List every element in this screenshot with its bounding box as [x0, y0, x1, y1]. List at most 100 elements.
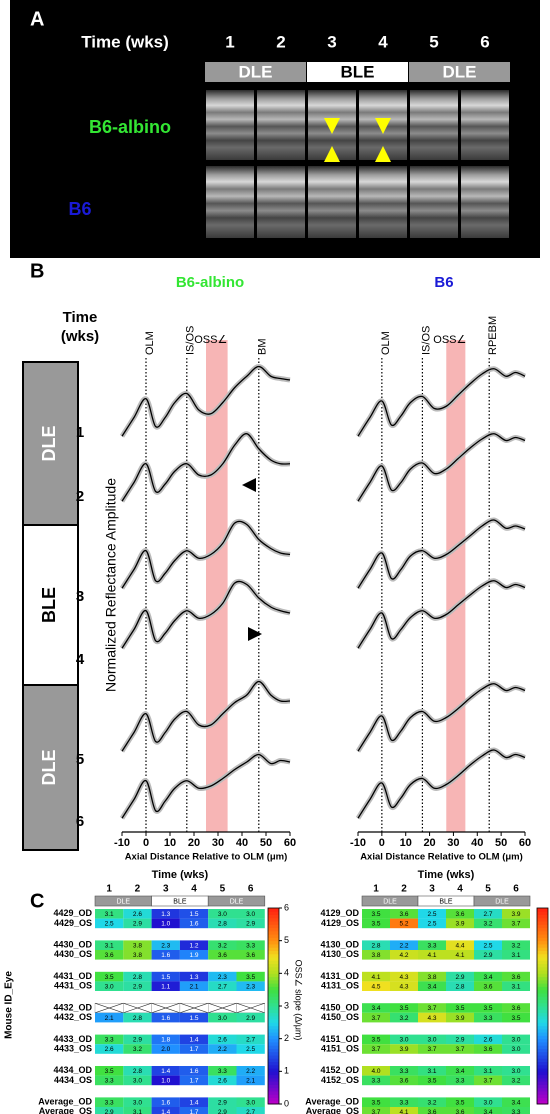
x-axis-label: Axial Distance Relative to OLM (μm) [125, 852, 288, 863]
cell-label: 1.0 [161, 921, 170, 928]
cell-label: 3.1 [511, 983, 520, 990]
week-label: 5 [429, 32, 438, 51]
cell [418, 1097, 446, 1107]
cell-label: 2.8 [133, 1068, 142, 1075]
cell [502, 1107, 530, 1114]
cell [502, 1066, 530, 1076]
row-label: B6-albino [89, 117, 171, 137]
colorbar-tick-label: 4 [284, 968, 289, 978]
cell-label: 3.4 [483, 974, 492, 981]
cell-label: 3.7 [371, 1015, 380, 1022]
phase-bar [307, 62, 408, 82]
cell-label: 3.6 [511, 1005, 520, 1012]
arrowhead [324, 118, 340, 134]
cell-label: 3.3 [399, 1068, 408, 1075]
x-tick-label: 1 [106, 884, 112, 895]
cell [95, 1097, 124, 1107]
week-label: 1 [225, 32, 234, 51]
cell-label: 3.0 [483, 1099, 492, 1106]
colorbar-segment [268, 1009, 279, 1014]
cell-label: 3.5 [455, 1005, 464, 1012]
colorbar-segment [537, 1090, 548, 1095]
cell [179, 1044, 209, 1054]
cell-label: 3.6 [246, 952, 255, 959]
row-label: Average_OD [38, 1097, 92, 1107]
cell [179, 1075, 209, 1086]
x-tick-label: 30 [447, 837, 459, 849]
cell-label: 3.7 [427, 1005, 436, 1012]
colorbar-segment [537, 953, 548, 958]
colorbar-segment [537, 1048, 548, 1053]
row-label: 4152_OS [321, 1075, 359, 1085]
cell [446, 918, 474, 929]
colorbar-segment [537, 1087, 548, 1092]
cell-label: 2.1 [246, 1078, 255, 1085]
chart-title: B6-albino [176, 274, 244, 291]
line [357, 519, 526, 589]
colorbar-segment [537, 1061, 548, 1066]
cell [390, 950, 418, 960]
cell [123, 950, 152, 960]
phase-label: BLE [39, 587, 59, 623]
colorbar-segment [537, 1055, 548, 1059]
row-label: 4152_OD [320, 1065, 359, 1075]
cell [446, 1034, 474, 1045]
cell [418, 971, 446, 982]
colorbar-segment [537, 914, 548, 919]
cell [95, 950, 124, 960]
colorbar-segment [268, 1090, 279, 1095]
arrowhead [375, 118, 391, 134]
cell-label: 3.0 [246, 911, 255, 918]
cell-label: 1.3 [161, 911, 170, 918]
cell-label: 3.4 [371, 1005, 380, 1012]
y-axis-label: Mouse ID_Eye [4, 971, 15, 1039]
cell [236, 1066, 265, 1076]
cell [179, 1034, 209, 1045]
oct-image [461, 90, 509, 160]
panel-label: A [30, 8, 44, 30]
colorbar-segment [268, 911, 279, 916]
cell [502, 950, 530, 960]
cell-label: 2.8 [133, 974, 142, 981]
cell-label: 3.6 [427, 1109, 436, 1114]
cell-label: 2.9 [246, 1015, 255, 1022]
cell [151, 971, 180, 982]
cell [418, 1012, 446, 1023]
colorbar-segment [268, 989, 279, 994]
cell-label: 2.5 [427, 921, 436, 928]
cell-label: 3.7 [455, 1046, 464, 1053]
phase-label: DLE [39, 426, 59, 462]
cell [418, 1066, 446, 1076]
chart-title: B6 [434, 274, 453, 291]
cell-label: 2.9 [483, 952, 492, 959]
colorbar-segment [268, 947, 279, 951]
panel-label: B [30, 260, 44, 282]
cell-label: 3.6 [483, 983, 492, 990]
arrowhead [375, 146, 391, 162]
cell [446, 1107, 474, 1114]
cell-label: 3.7 [483, 1078, 492, 1085]
cell [236, 971, 265, 982]
colorbar-segment [537, 1038, 548, 1043]
cell-label: 2.3 [218, 974, 227, 981]
colorbar-segment [268, 914, 279, 919]
x-tick-label: 4 [457, 884, 463, 895]
cell-label: 2.7 [246, 1037, 255, 1044]
colorbar-tick-label: 5 [284, 935, 289, 945]
colorbar-tick-label: 6 [284, 902, 289, 912]
cell-label: 3.8 [133, 942, 142, 949]
y-axis-label: Normalized Reflectance Amplitude [103, 478, 119, 692]
row-label: 4433_OS [54, 1043, 92, 1053]
cell-label: 1.6 [161, 1015, 170, 1022]
phase-label: BLE [439, 898, 453, 905]
colorbar-segment [537, 957, 548, 961]
cell [418, 909, 446, 919]
line [357, 749, 526, 819]
cell-label: 2.1 [105, 1015, 114, 1022]
cell-label: 3.6 [455, 911, 464, 918]
colorbar-segment [537, 1032, 548, 1036]
cell-label: 3.3 [105, 1078, 114, 1085]
colorbar-segment [537, 1058, 548, 1063]
cell [390, 1034, 418, 1045]
colorbar-segment [268, 917, 279, 922]
